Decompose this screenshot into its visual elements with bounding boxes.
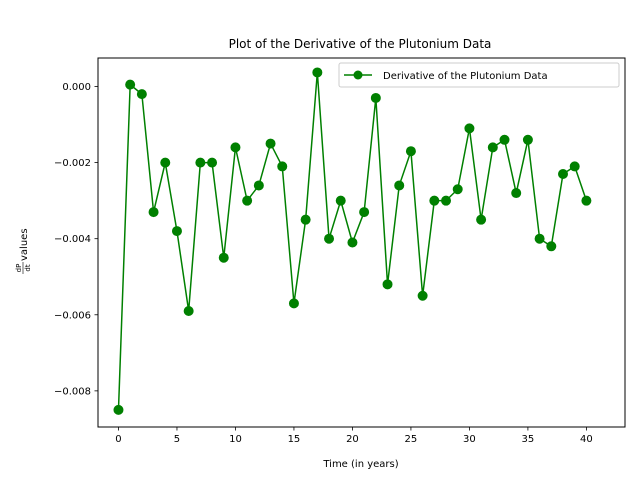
data-point [277,161,288,172]
data-point [335,195,346,206]
data-point [207,157,218,168]
data-point [370,92,381,103]
data-point [183,305,194,316]
data-point [581,195,592,206]
data-point [487,142,498,153]
x-tick-label: 35 [522,434,535,445]
data-point [136,89,147,100]
data-point [171,226,182,237]
x-tick-label: 10 [229,434,242,445]
data-point [347,237,358,248]
data-point [405,146,416,157]
x-tick-label: 30 [463,434,476,445]
x-axis-ticks: 0 5 10 15 20 25 30 35 40 [115,427,593,445]
data-point [288,298,299,309]
y-tick-label: −0.008 [54,386,91,397]
plot-frame [97,57,626,428]
x-tick-label: 0 [115,434,121,445]
legend-marker [353,70,363,80]
data-point [546,241,557,252]
data-point [253,180,264,191]
plot-area [97,57,626,428]
data-point [382,279,393,290]
data-point [113,404,124,415]
data-point [511,188,522,199]
data-point [300,214,311,225]
data-point [359,207,370,218]
y-axis-label: dP dt values [15,228,32,274]
y-tick-label: −0.004 [54,234,91,245]
x-tick-label: 5 [174,434,180,445]
legend-box [338,62,620,88]
data-point [148,207,159,218]
x-tick-label: 20 [346,434,359,445]
data-point [429,195,440,206]
data-point [522,134,533,145]
data-point [195,157,206,168]
y-axis-label-numerator: dP [15,264,23,273]
y-axis-label-suffix: values [19,228,30,261]
data-point [312,67,323,78]
data-point [218,252,229,263]
data-point [441,195,452,206]
x-tick-label: 25 [405,434,418,445]
legend-label: Derivative of the Plutonium Data [383,71,548,82]
x-tick-label: 15 [288,434,301,445]
data-point [569,161,580,172]
x-axis-label: Time (in years) [322,459,398,470]
data-point [265,138,276,149]
series-layer [113,67,592,415]
legend: Derivative of the Plutonium Data [338,62,620,88]
y-tick-label: 0.000 [62,82,91,93]
data-point [499,134,510,145]
y-tick-label: −0.006 [54,310,91,321]
data-point [452,184,463,195]
x-tick-label: 40 [580,434,593,445]
data-point [534,233,545,244]
data-point [464,123,475,134]
data-point [160,157,171,168]
data-point [394,180,405,191]
data-point [558,169,568,180]
data-point [125,79,136,90]
data-point [417,290,428,301]
data-point [230,142,241,153]
data-point [324,233,335,244]
data-point [476,214,487,225]
y-axis-ticks: −0.008 −0.006 −0.004 −0.002 0.000 [54,82,98,397]
data-point [242,195,253,206]
chart-title: Plot of the Derivative of the Plutonium … [229,37,492,51]
y-tick-label: −0.002 [54,158,91,169]
y-axis-label-denominator: dt [24,264,32,271]
